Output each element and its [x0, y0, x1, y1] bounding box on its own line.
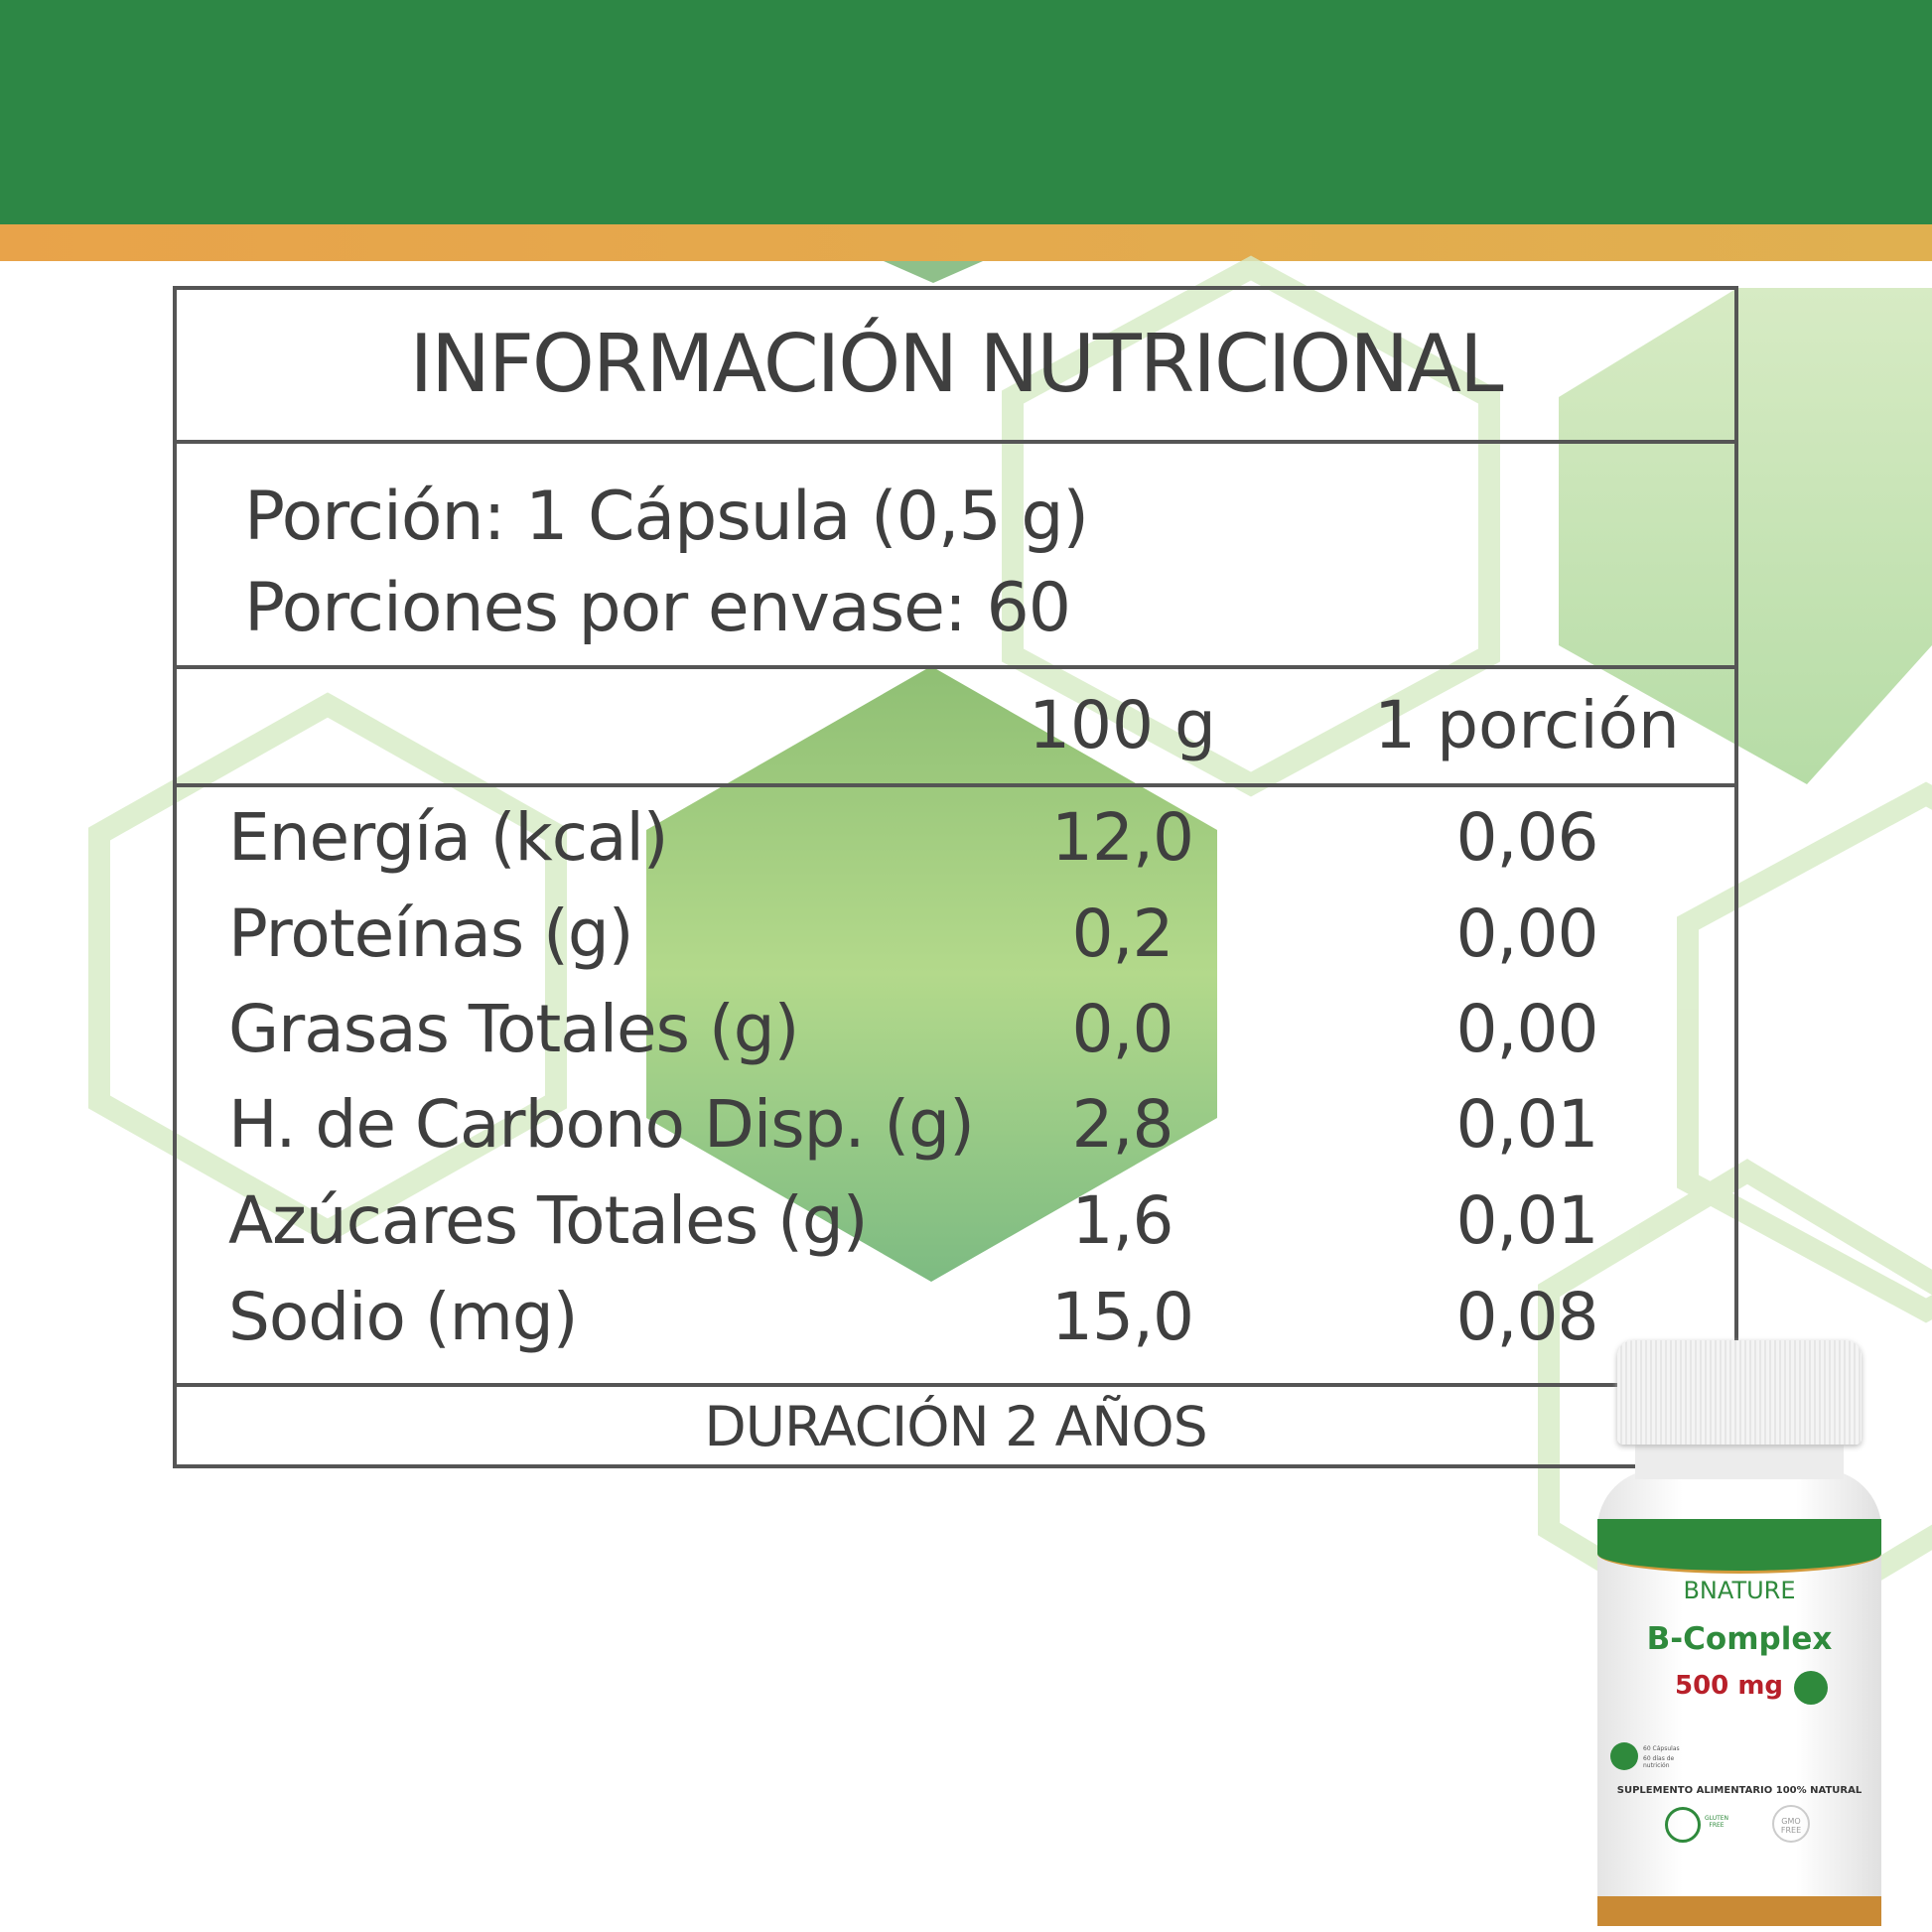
supplement-claim: SUPLEMENTO ALIMENTARIO 100% NATURAL — [1616, 1785, 1863, 1796]
gluten-free-icon — [1665, 1807, 1701, 1843]
table-row: Grasas Totales (g) 0,0 0,00 — [177, 983, 1734, 1079]
table-row: Sodio (mg) 15,0 0,08 — [177, 1271, 1734, 1367]
value-portion: 0,01 — [1455, 1182, 1599, 1259]
nutrient-label: Azúcares Totales (g) — [228, 1182, 869, 1259]
product-bottle: BNATURE B-Complex 500 mg 60 Cápsulas 60 … — [1595, 1340, 1883, 1926]
gluten-free-label: GLUTEN FREE — [1705, 1815, 1729, 1829]
bottle-cap — [1617, 1340, 1862, 1445]
value-portion: 0,08 — [1455, 1279, 1599, 1355]
nutrient-label: Sodio (mg) — [228, 1279, 579, 1355]
table-row: H. de Carbono Disp. (g) 2,8 0,01 — [177, 1078, 1734, 1174]
gmo-free-badge: GMO FREE — [1772, 1805, 1810, 1843]
hexagon-filled — [884, 261, 983, 283]
value-100g: 2,8 — [1071, 1086, 1174, 1163]
table-title: INFORMACIÓN NUTRICIONAL — [177, 290, 1734, 444]
nutrient-rows: Energía (kcal) 12,0 0,06 Proteínas (g) 0,2 0… — [177, 791, 1734, 1387]
capsule-count: 60 Cápsulas — [1643, 1745, 1680, 1752]
column-header-portion: 1 porción — [1374, 687, 1680, 763]
label-green-band — [1597, 1519, 1881, 1574]
hexagon-outline — [88, 692, 567, 1244]
value-100g: 0,0 — [1071, 991, 1174, 1067]
hexagon-outline — [1677, 781, 1932, 1323]
header-band — [0, 0, 1932, 226]
value-100g: 1,6 — [1071, 1182, 1174, 1259]
nutrient-label: H. de Carbono Disp. (g) — [228, 1086, 975, 1163]
product-dose: 500 mg — [1675, 1671, 1784, 1701]
brand-logo: BNATURE — [1683, 1577, 1796, 1604]
nutrient-label: Proteínas (g) — [228, 896, 634, 972]
serving-size: Porción: 1 Cápsula (0,5 g) — [244, 478, 1089, 556]
column-header-100g: 100 g — [1029, 687, 1216, 763]
hexagon-filled — [646, 666, 1217, 1282]
column-headers: 100 g 1 porción — [177, 669, 1734, 787]
capsule-icon — [1610, 1742, 1638, 1770]
value-100g: 0,2 — [1071, 896, 1174, 972]
value-100g: 15,0 — [1051, 1279, 1194, 1355]
value-portion: 0,00 — [1455, 991, 1599, 1067]
bottle-neck — [1635, 1440, 1844, 1479]
molecule-icon — [1794, 1671, 1828, 1705]
table-row: Azúcares Totales (g) 1,6 0,01 — [177, 1174, 1734, 1271]
serving-info: Porción: 1 Cápsula (0,5 g) Porciones por… — [177, 444, 1734, 669]
servings-per-container: Porciones por envase: 60 — [244, 569, 1071, 647]
table-row: Proteínas (g) 0,2 0,00 — [177, 888, 1734, 984]
accent-stripe — [0, 224, 1932, 261]
nutrient-label: Energía (kcal) — [228, 799, 669, 876]
label-orange-band — [1597, 1896, 1881, 1926]
value-portion: 0,06 — [1455, 799, 1599, 876]
days-of-nutrition: 60 días de nutrición — [1643, 1755, 1675, 1769]
product-name: B-Complex — [1646, 1621, 1833, 1657]
table-row: Energía (kcal) 12,0 0,06 — [177, 791, 1734, 888]
shelf-life: DURACIÓN 2 AÑOS — [704, 1395, 1207, 1458]
value-100g: 12,0 — [1051, 799, 1194, 876]
value-portion: 0,00 — [1455, 896, 1599, 972]
value-portion: 0,01 — [1455, 1086, 1599, 1163]
nutrition-table: INFORMACIÓN NUTRICIONAL Porción: 1 Cápsu… — [173, 286, 1738, 1468]
hexagon-filled — [1559, 288, 1932, 784]
nutrient-label: Grasas Totales (g) — [228, 991, 799, 1067]
